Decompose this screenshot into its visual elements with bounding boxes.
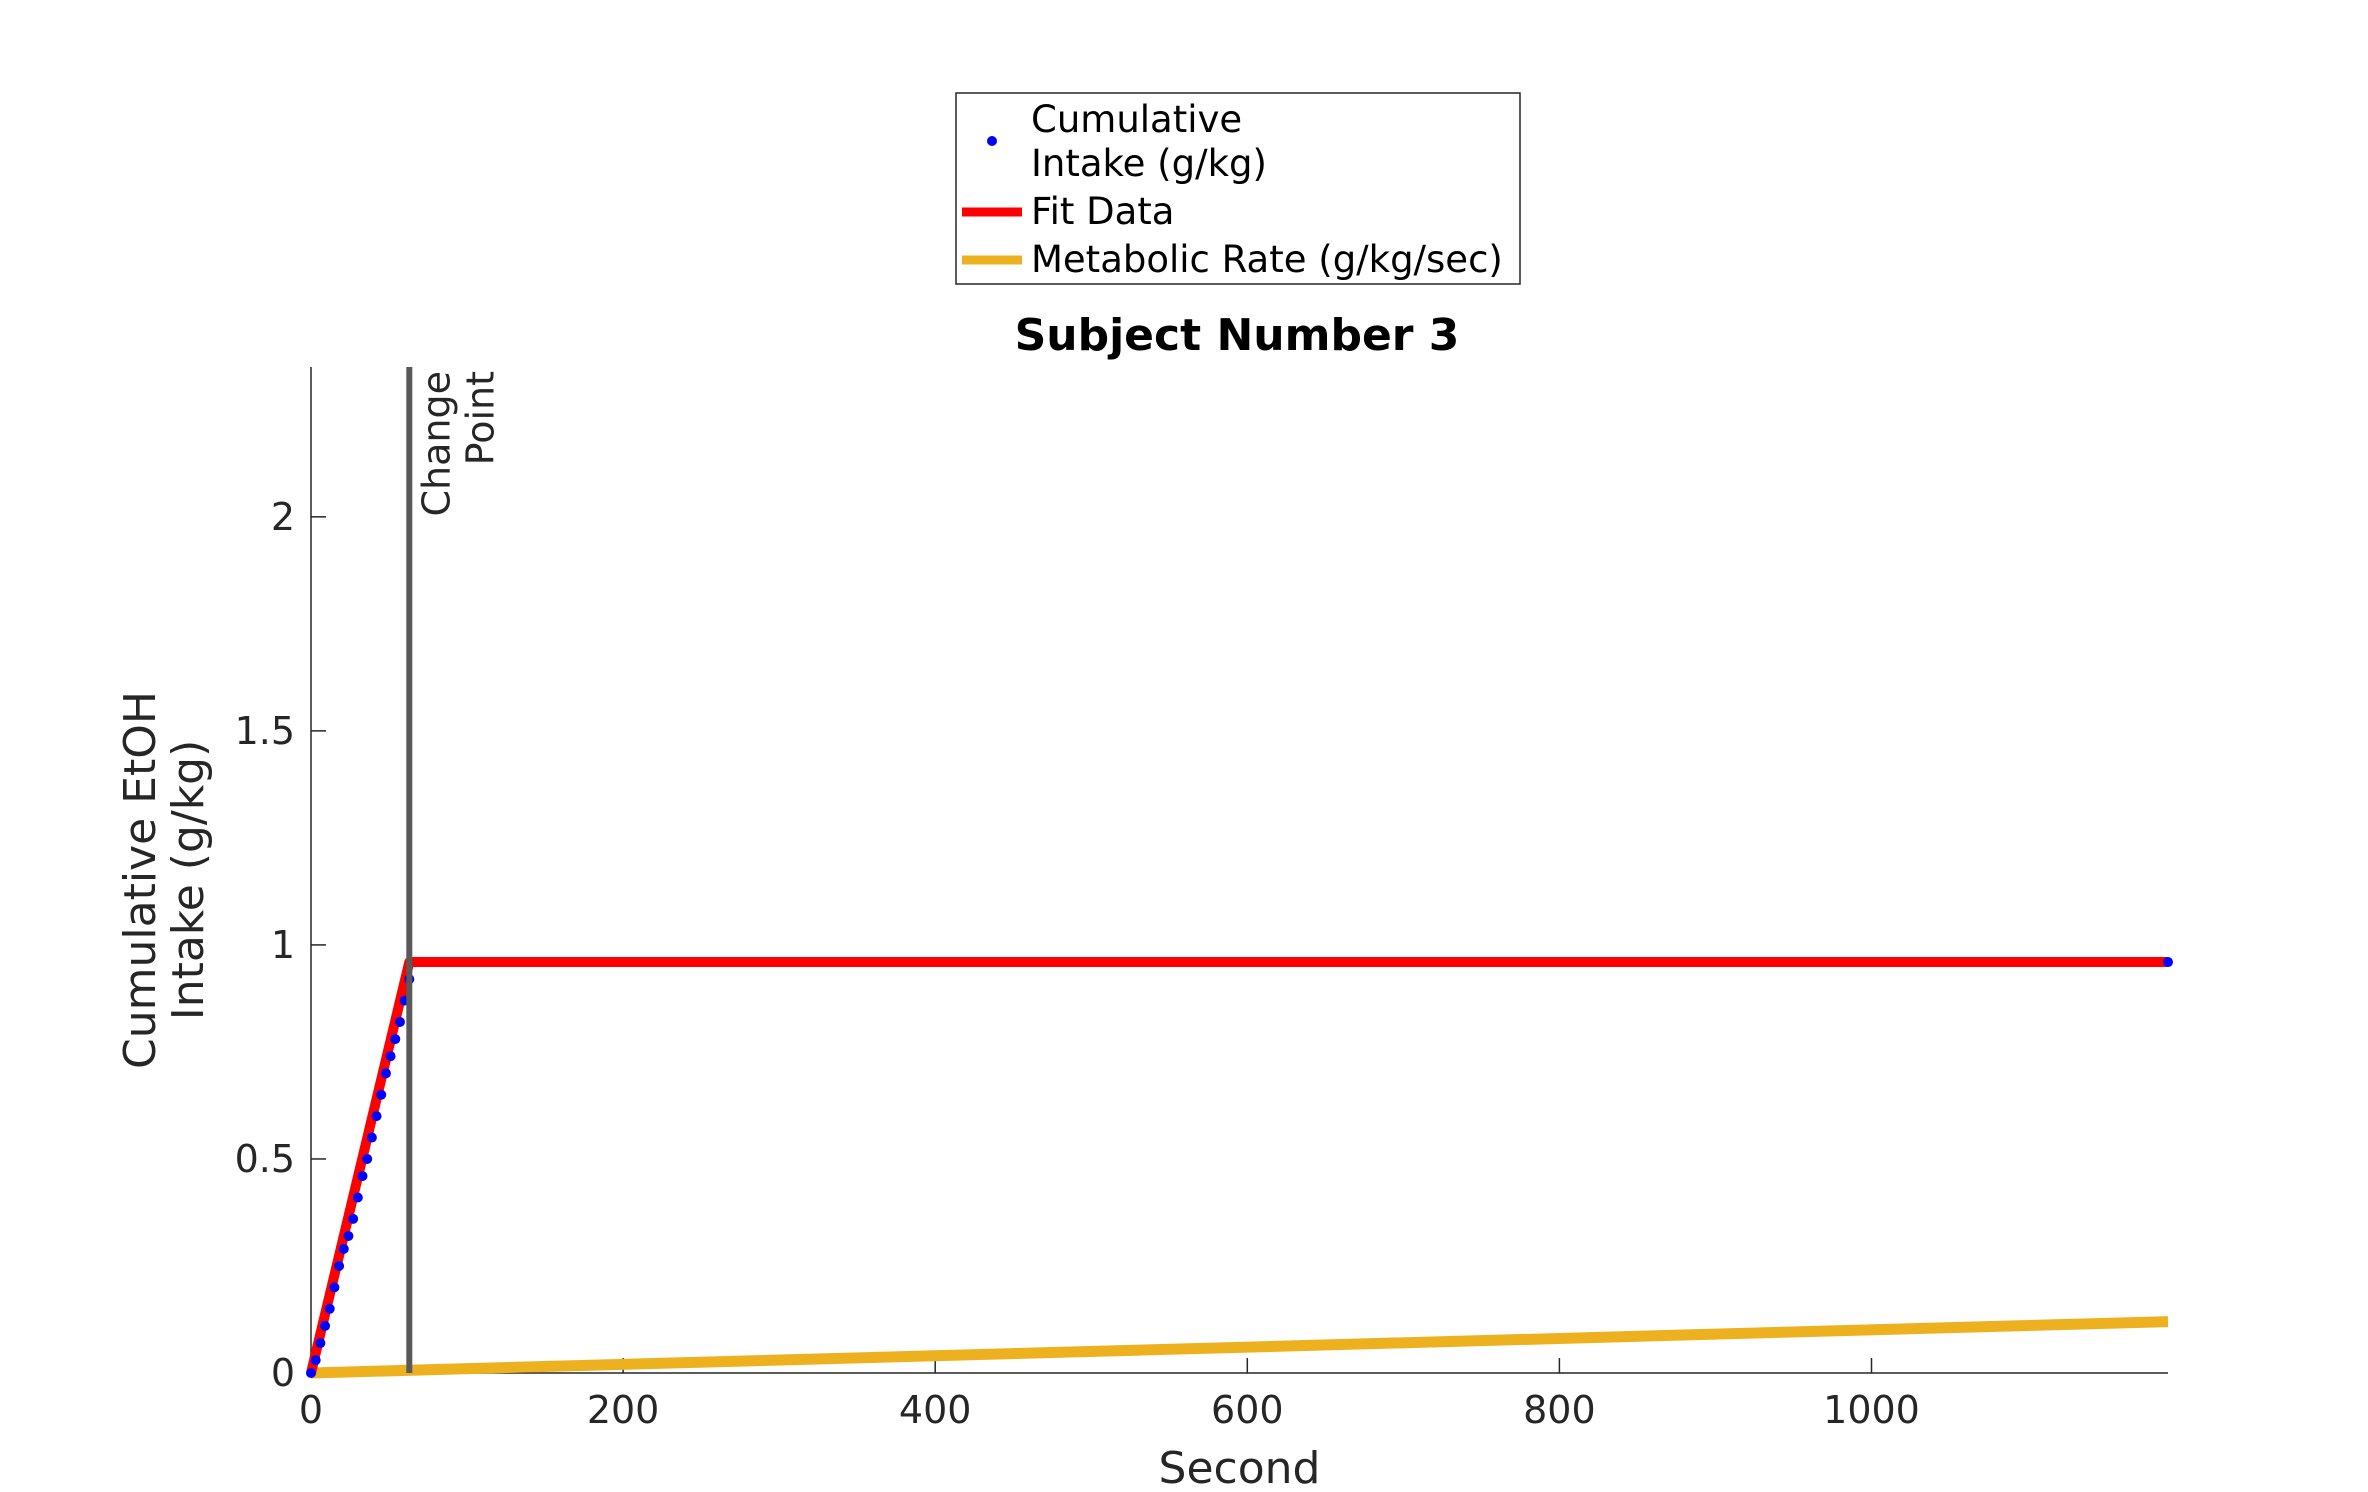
cumulative-intake-point (376, 1089, 387, 1100)
change-point-label-line: Change (414, 371, 458, 517)
cumulative-intake-point (329, 1282, 340, 1293)
series-fit-data (306, 957, 2168, 1375)
cumulative-intake-point (2163, 957, 2173, 968)
cumulative-intake-point (324, 1303, 335, 1314)
plot-series (306, 957, 2173, 1379)
x-ticks: 0 200 400 600 800 1000 (299, 1358, 1920, 1432)
change-point-label: Change Point (414, 371, 502, 517)
y-axis-title-line: Cumulative EtOH (115, 691, 166, 1069)
cumulative-intake-point (306, 1368, 316, 1378)
chart-title: Subject Number 3 (1015, 310, 1460, 361)
axes: 0 200 400 600 800 1000 0 0.5 1 1.5 2 (235, 367, 2168, 1432)
y-ticks: 0 0.5 1 1.5 2 (235, 495, 326, 1395)
y-axis-title-line: Intake (g/kg) (163, 740, 214, 1021)
cumulative-intake-point (390, 1034, 401, 1045)
cumulative-intake-point (310, 1355, 321, 1366)
cumulative-intake-point (338, 1243, 349, 1254)
legend-label-fit-data: Fit Data (1031, 190, 1174, 233)
cumulative-intake-point (362, 1153, 373, 1164)
y-tick-label: 1 (271, 923, 295, 967)
annotations: Change Point (406, 367, 502, 1373)
x-tick-label: 400 (899, 1388, 972, 1432)
cumulative-intake-point (366, 1132, 377, 1143)
cumulative-intake-point (320, 1320, 331, 1331)
x-tick-label: 600 (1211, 1388, 1284, 1432)
cumulative-intake-point (315, 1338, 326, 1349)
y-tick-label: 0.5 (235, 1137, 295, 1181)
y-tick-label: 0 (271, 1351, 295, 1395)
cumulative-intake-point (343, 1231, 354, 1242)
legend: Cumulative Intake (g/kg) Fit Data Metabo… (955, 92, 1521, 285)
cumulative-intake-point (357, 1171, 368, 1182)
x-tick-label: 200 (587, 1388, 660, 1432)
cumulative-intake-point (371, 1111, 382, 1122)
cumulative-intake-point (348, 1213, 359, 1224)
change-point-label-line: Point (458, 371, 502, 465)
cumulative-intake-point (385, 1051, 396, 1062)
cumulative-intake-point (380, 1068, 391, 1079)
x-tick-label: 800 (1523, 1388, 1596, 1432)
cumulative-intake-point (352, 1192, 363, 1203)
x-tick-label: 1000 (1823, 1388, 1920, 1432)
legend-label-metabolic-rate: Metabolic Rate (g/kg/sec) (1031, 238, 1503, 281)
y-tick-label: 1.5 (235, 709, 295, 753)
x-axis-title: Second (1159, 1443, 1321, 1492)
series-metabolic-rate (310, 1316, 2169, 1379)
y-tick-label: 2 (271, 495, 295, 539)
x-tick-label: 0 (299, 1388, 323, 1432)
legend-label-cumulative-intake-line-1: Cumulative (1031, 98, 1242, 141)
legend-label-cumulative-intake-line-2: Intake (g/kg) (1031, 142, 1267, 185)
legend-marker-cumulative-intake (987, 136, 997, 146)
cumulative-intake-point (334, 1260, 345, 1271)
legend-box (955, 92, 1521, 285)
cumulative-intake-point (394, 1016, 405, 1027)
